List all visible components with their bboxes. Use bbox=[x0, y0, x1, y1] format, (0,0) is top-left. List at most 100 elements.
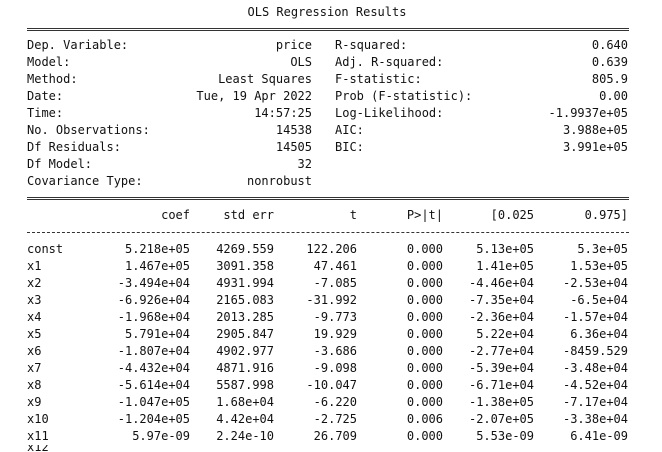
summary-row: Dep. Variable: price R-squared: 0.640 bbox=[0, 37, 662, 54]
summary-row: Model: OLS Adj. R-squared: 0.639 bbox=[0, 54, 662, 71]
summary-left-value: Tue, 19 Apr 2022 bbox=[196, 89, 312, 103]
pvalue-cell: 0.000 bbox=[406, 293, 443, 307]
variable-name: x6 bbox=[27, 344, 42, 358]
summary-right-label: Log-Likelihood: bbox=[335, 106, 444, 120]
table-row: x8 -5.614e+04 5587.998 -10.047 0.000 -6.71e+0… bbox=[0, 377, 662, 394]
ci-lower-cell: -7.35e+04 bbox=[468, 293, 534, 307]
t-cell: -9.098 bbox=[313, 361, 357, 375]
t-header: t bbox=[349, 208, 357, 222]
summary-left-value: 14505 bbox=[275, 140, 312, 154]
pvalue-cell: 0.000 bbox=[406, 327, 443, 341]
summary-right-label: R-squared: bbox=[335, 38, 408, 52]
variable-name: x8 bbox=[27, 378, 42, 392]
coef-header: coef bbox=[161, 208, 190, 222]
stderr-cell: 1.68e+04 bbox=[216, 395, 274, 409]
pvalue-header: P>|t| bbox=[406, 208, 443, 222]
variable-name: x11 bbox=[27, 429, 49, 443]
coef-cell: 5.791e+04 bbox=[124, 327, 190, 341]
summary-left-label: Covariance Type: bbox=[27, 174, 143, 188]
ci-upper-cell: -3.38e+04 bbox=[562, 412, 628, 426]
pvalue-cell: 0.000 bbox=[406, 429, 443, 443]
coef-cell: 1.467e+05 bbox=[124, 259, 190, 273]
summary-left-label: No. Observations: bbox=[27, 123, 150, 137]
variable-name: x9 bbox=[27, 395, 42, 409]
t-cell: 122.206 bbox=[306, 242, 357, 256]
partial-row-clip: x12 bbox=[0, 445, 662, 452]
ci-upper-cell: -3.48e+04 bbox=[562, 361, 628, 375]
summary-right-label: Adj. R-squared: bbox=[335, 55, 444, 69]
ci-upper-cell: -2.53e+04 bbox=[562, 276, 628, 290]
stderr-cell: 4871.916 bbox=[216, 361, 274, 375]
coef-cell: -1.047e+05 bbox=[117, 395, 190, 409]
partial-row-label: x12 bbox=[27, 445, 49, 452]
ci-lower-cell: -2.36e+04 bbox=[468, 310, 534, 324]
summary-left-value: 14:57:25 bbox=[254, 106, 312, 120]
t-cell: -2.725 bbox=[313, 412, 357, 426]
table-row: x10 -1.204e+05 4.42e+04 -2.725 0.006 -2.07e+0… bbox=[0, 411, 662, 428]
summary-row: Df Model: 32 bbox=[0, 156, 662, 173]
coef-cell: 5.97e-09 bbox=[132, 429, 190, 443]
summary-right-label: AIC: bbox=[335, 123, 364, 137]
summary-right-label: Prob (F-statistic): bbox=[335, 89, 473, 103]
stderr-cell: 5587.998 bbox=[216, 378, 274, 392]
stderr-cell: 2013.285 bbox=[216, 310, 274, 324]
summary-left-label: Date: bbox=[27, 89, 64, 103]
t-cell: -7.085 bbox=[313, 276, 357, 290]
summary-right-value: -1.9937e+05 bbox=[548, 106, 628, 120]
summary-row: Df Residuals: 14505 BIC: 3.991e+05 bbox=[0, 139, 662, 156]
pvalue-cell: 0.000 bbox=[406, 395, 443, 409]
header-single-rule bbox=[27, 224, 629, 241]
variable-name: x2 bbox=[27, 276, 42, 290]
coef-cell: -1.807e+04 bbox=[117, 344, 190, 358]
summary-row: No. Observations: 14538 AIC: 3.988e+05 bbox=[0, 122, 662, 139]
summary-left-label: Dep. Variable: bbox=[27, 38, 129, 52]
ci-lower-header: [0.025 bbox=[490, 208, 534, 222]
ci-upper-cell: 6.36e+04 bbox=[570, 327, 628, 341]
t-cell: -9.773 bbox=[313, 310, 357, 324]
summary-right-value: 0.639 bbox=[591, 55, 628, 69]
top-double-rule bbox=[27, 21, 629, 38]
stderr-cell: 4269.559 bbox=[216, 242, 274, 256]
coef-cell: -1.204e+05 bbox=[117, 412, 190, 426]
pvalue-cell: 0.000 bbox=[406, 344, 443, 358]
summary-right-label: BIC: bbox=[335, 140, 364, 154]
stderr-header: std err bbox=[223, 208, 274, 222]
t-cell: 47.461 bbox=[313, 259, 357, 273]
ci-lower-cell: -2.07e+05 bbox=[468, 412, 534, 426]
ci-upper-cell: -8459.529 bbox=[562, 344, 628, 358]
coef-cell: 5.218e+05 bbox=[124, 242, 190, 256]
coef-cell: -4.432e+04 bbox=[117, 361, 190, 375]
table-row: x4 -1.968e+04 2013.285 -9.773 0.000 -2.36e+04… bbox=[0, 309, 662, 326]
table-row: x7 -4.432e+04 4871.916 -9.098 0.000 -5.39e+04… bbox=[0, 360, 662, 377]
summary-left-value: OLS bbox=[290, 55, 312, 69]
coef-cell: -3.494e+04 bbox=[117, 276, 190, 290]
ci-lower-cell: -4.46e+04 bbox=[468, 276, 534, 290]
coef-cell: -1.968e+04 bbox=[117, 310, 190, 324]
summary-left-label: Method: bbox=[27, 72, 78, 86]
summary-row: Covariance Type: nonrobust bbox=[0, 173, 662, 190]
pvalue-cell: 0.000 bbox=[406, 378, 443, 392]
table-row: x9 -1.047e+05 1.68e+04 -6.220 0.000 -1.38e+05… bbox=[0, 394, 662, 411]
variable-name: x5 bbox=[27, 327, 42, 341]
ci-lower-cell: 5.22e+04 bbox=[476, 327, 534, 341]
table-row: const 5.218e+05 4269.559 122.206 0.000 5.13e+… bbox=[0, 241, 662, 258]
t-cell: 26.709 bbox=[313, 429, 357, 443]
ci-lower-cell: -2.77e+04 bbox=[468, 344, 534, 358]
summary-right-value: 0.640 bbox=[591, 38, 628, 52]
regression-title: OLS Regression Results bbox=[247, 5, 407, 19]
variable-name: x7 bbox=[27, 361, 42, 375]
variable-name: const bbox=[27, 242, 64, 256]
summary-left-label: Time: bbox=[27, 106, 64, 120]
ci-upper-cell: -6.5e+04 bbox=[570, 293, 628, 307]
summary-row: Time: 14:57:25 Log-Likelihood: -1.9937e+05 bbox=[0, 105, 662, 122]
ci-lower-cell: 5.13e+05 bbox=[476, 242, 534, 256]
summary-right-value: 0.00 bbox=[599, 89, 628, 103]
t-cell: -10.047 bbox=[306, 378, 357, 392]
ci-lower-cell: 5.53e-09 bbox=[476, 429, 534, 443]
ci-lower-cell: -5.39e+04 bbox=[468, 361, 534, 375]
t-cell: -31.992 bbox=[306, 293, 357, 307]
pvalue-cell: 0.000 bbox=[406, 361, 443, 375]
ci-upper-cell: 6.41e-09 bbox=[570, 429, 628, 443]
t-cell: -3.686 bbox=[313, 344, 357, 358]
pvalue-cell: 0.006 bbox=[406, 412, 443, 426]
